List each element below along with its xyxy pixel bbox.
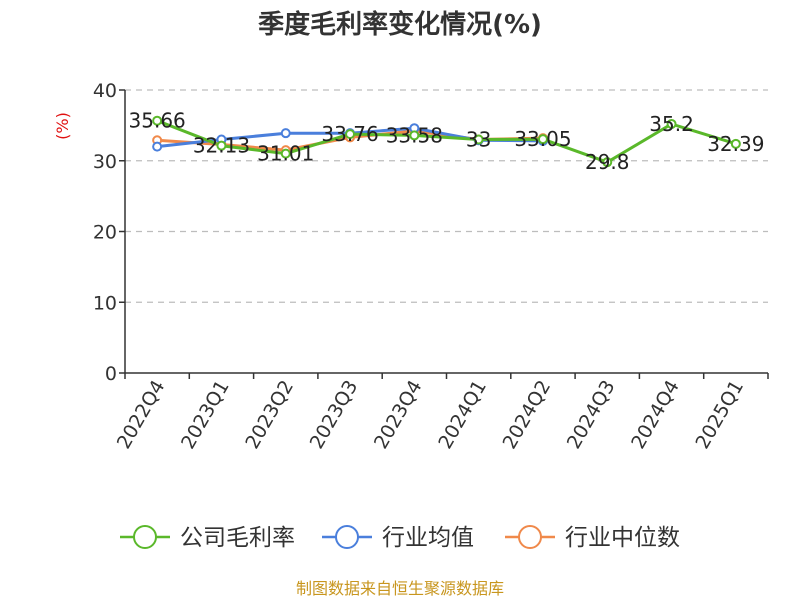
data-label: 32.39 xyxy=(707,132,764,156)
x-tick-label: 2025Q1 xyxy=(691,377,748,453)
legend-marker xyxy=(518,525,542,549)
data-label: 33.58 xyxy=(386,123,443,147)
data-point xyxy=(152,141,163,152)
series-points xyxy=(152,115,741,168)
y-tick-labels: 0 10 20 30 40 xyxy=(93,80,117,385)
y-tick-label: 40 xyxy=(93,80,117,102)
x-tick-label: 2024Q2 xyxy=(499,377,556,453)
data-label: 33.76 xyxy=(321,122,378,146)
data-point xyxy=(473,134,484,145)
x-tick-label: 2024Q3 xyxy=(563,377,620,453)
x-tick-label: 2022Q4 xyxy=(113,377,170,453)
source-note: 制图数据来自恒生聚源数据库 xyxy=(296,579,504,598)
y-tick-label: 30 xyxy=(93,151,117,173)
series-line xyxy=(156,119,737,164)
axes xyxy=(119,89,769,379)
chart-title: 季度毛利率变化情况(%) xyxy=(258,9,542,40)
x-tick-label: 2023Q2 xyxy=(241,377,298,453)
y-tick-label: 10 xyxy=(93,292,117,314)
legend-label: 公司毛利率 xyxy=(180,525,295,551)
data-point xyxy=(280,128,291,139)
data-label: 31.01 xyxy=(257,142,314,166)
x-tick-label: 2024Q1 xyxy=(434,377,491,453)
legend-marker xyxy=(133,525,157,549)
data-label: 33.05 xyxy=(514,127,571,151)
data-point xyxy=(409,130,420,141)
data-label: 33 xyxy=(466,128,491,152)
data-point xyxy=(602,157,613,168)
y-tick-label: 0 xyxy=(105,363,117,385)
y-axis-label: (%) xyxy=(53,112,72,140)
data-point xyxy=(152,115,163,126)
x-tick-label: 2024Q4 xyxy=(627,377,684,453)
gridlines xyxy=(125,89,768,303)
legend-marker xyxy=(335,525,359,549)
data-point xyxy=(537,134,548,145)
data-point xyxy=(345,129,356,140)
legend-label: 行业均值 xyxy=(382,525,474,551)
legend: 公司毛利率 行业均值 行业中位数 xyxy=(120,525,680,551)
data-label: 32.13 xyxy=(193,134,250,158)
data-labels: 35.66 32.13 31.01 33.76 33.58 33 33.05 29.8 35.2… xyxy=(129,109,765,174)
data-point xyxy=(666,118,677,129)
data-label: 35.2 xyxy=(649,112,694,136)
data-point xyxy=(216,140,227,151)
data-label: 35.66 xyxy=(129,109,186,133)
data-label: 29.8 xyxy=(585,150,630,174)
x-tick-label: 2023Q3 xyxy=(306,377,363,453)
x-tick-labels: 2022Q4 2023Q1 2023Q2 2023Q3 2023Q4 2024Q1 2024… xyxy=(113,377,748,453)
data-point xyxy=(280,148,291,159)
y-tick-label: 20 xyxy=(93,222,117,244)
legend-label: 行业中位数 xyxy=(565,525,680,551)
data-point xyxy=(730,138,741,149)
x-tick-label: 2023Q4 xyxy=(370,377,427,453)
x-tick-label: 2023Q1 xyxy=(177,377,234,453)
